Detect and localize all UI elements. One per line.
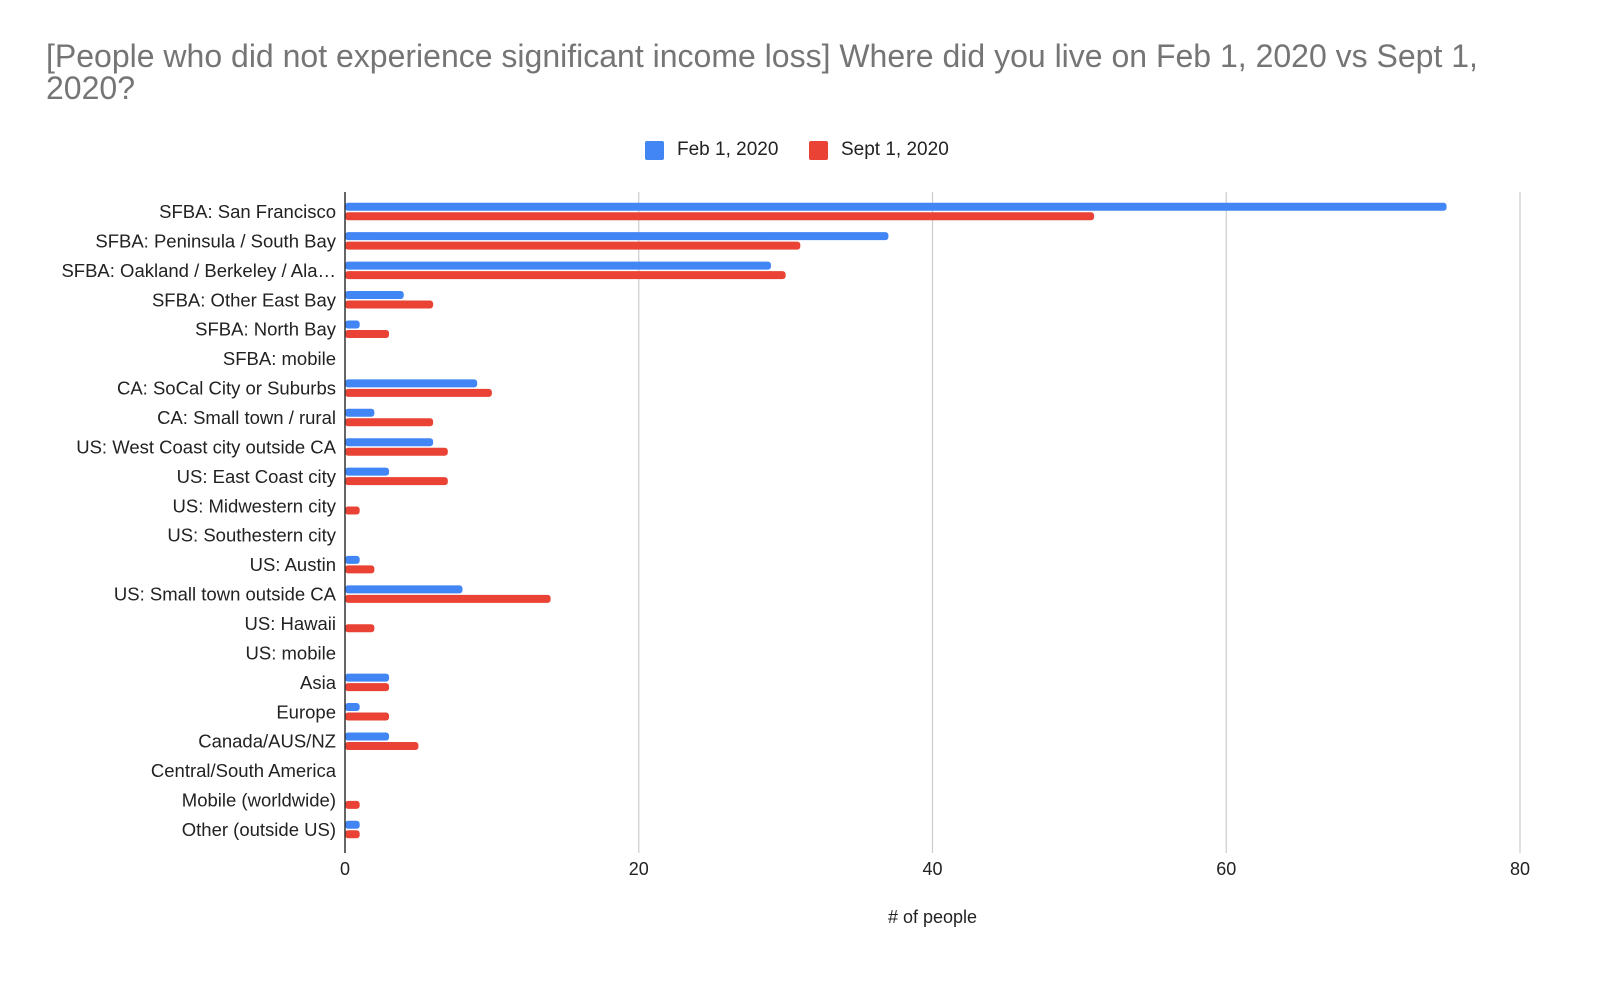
category-label-9: US: East Coast city bbox=[177, 466, 337, 487]
category-label-18: Canada/AUS/NZ bbox=[198, 731, 336, 752]
bar-feb-8 bbox=[345, 438, 434, 447]
bar-feb-21 bbox=[345, 820, 360, 829]
category-label-14: US: Hawaii bbox=[245, 613, 337, 634]
bar-sept-13 bbox=[345, 594, 551, 603]
bar-feb-12 bbox=[345, 555, 360, 564]
category-label-4: SFBA: North Bay bbox=[195, 319, 337, 340]
category-label-19: Central/South America bbox=[151, 760, 337, 781]
x-tick-label-0: 0 bbox=[340, 859, 350, 879]
x-tick-label-60: 60 bbox=[1216, 859, 1236, 879]
bar-sept-6 bbox=[345, 388, 492, 397]
category-label-12: US: Austin bbox=[250, 554, 336, 575]
category-label-17: Europe bbox=[276, 701, 336, 722]
category-label-1: SFBA: Peninsula / South Bay bbox=[95, 230, 336, 251]
x-axis-title: # of people bbox=[888, 907, 977, 927]
bar-sept-21 bbox=[345, 830, 360, 839]
bar-sept-8 bbox=[345, 447, 448, 456]
bar-feb-18 bbox=[345, 732, 390, 741]
bar-sept-12 bbox=[345, 565, 375, 574]
legend-swatch-sept bbox=[809, 141, 828, 160]
bar-feb-1 bbox=[345, 232, 889, 241]
bar-sept-3 bbox=[345, 300, 434, 309]
category-label-11: US: Southestern city bbox=[167, 525, 336, 546]
bar-sept-10 bbox=[345, 506, 360, 515]
category-label-6: CA: SoCal City or Suburbs bbox=[117, 378, 336, 399]
bar-feb-13 bbox=[345, 585, 463, 594]
category-label-15: US: mobile bbox=[246, 642, 336, 663]
x-tick-label-20: 20 bbox=[629, 859, 649, 879]
category-label-8: US: West Coast city outside CA bbox=[76, 436, 336, 457]
category-label-16: Asia bbox=[300, 672, 337, 693]
bar-feb-6 bbox=[345, 379, 478, 388]
bar-sept-2 bbox=[345, 271, 786, 280]
bar-feb-17 bbox=[345, 703, 360, 712]
category-label-20: Mobile (worldwide) bbox=[182, 790, 336, 811]
gridlines bbox=[638, 192, 1521, 853]
bar-sept-20 bbox=[345, 800, 360, 809]
category-label-7: CA: Small town / rural bbox=[157, 407, 336, 428]
x-tick-label-80: 80 bbox=[1510, 859, 1530, 879]
labels: 0 20 40 60 80 SFBA: San Francisco SFBA: Penins… bbox=[61, 201, 1530, 927]
bar-sept-1 bbox=[345, 241, 801, 250]
bar-sept-9 bbox=[345, 477, 448, 486]
bar-sept-0 bbox=[345, 212, 1095, 221]
bar-sept-16 bbox=[345, 683, 390, 692]
legend-label-sept: Sept 1, 2020 bbox=[841, 139, 949, 160]
bar-feb-9 bbox=[345, 467, 390, 476]
category-label-21: Other (outside US) bbox=[182, 819, 336, 840]
category-label-10: US: Midwestern city bbox=[173, 495, 337, 516]
chart-title: [People who did not experience significa… bbox=[46, 38, 1478, 106]
bar-feb-7 bbox=[345, 408, 375, 417]
x-tick-label-40: 40 bbox=[922, 859, 942, 879]
category-label-3: SFBA: Other East Bay bbox=[152, 289, 337, 310]
category-label-5: SFBA: mobile bbox=[223, 348, 336, 369]
bars bbox=[345, 202, 1447, 839]
legend-label-feb: Feb 1, 2020 bbox=[677, 139, 779, 160]
bar-feb-0 bbox=[345, 202, 1447, 211]
bar-feb-2 bbox=[345, 261, 771, 270]
bar-sept-14 bbox=[345, 624, 375, 633]
bar-feb-3 bbox=[345, 291, 404, 300]
bar-sept-18 bbox=[345, 741, 419, 750]
bar-sept-17 bbox=[345, 712, 390, 721]
bar-feb-16 bbox=[345, 673, 390, 682]
legend-swatch-feb bbox=[645, 141, 664, 160]
category-label-0: SFBA: San Francisco bbox=[159, 201, 336, 222]
category-label-2: SFBA: Oakland / Berkeley / Ala… bbox=[61, 260, 336, 281]
category-label-13: US: Small town outside CA bbox=[114, 584, 337, 605]
bar-feb-4 bbox=[345, 320, 360, 329]
bar-sept-7 bbox=[345, 418, 434, 427]
legend: Feb 1, 2020 Sept 1, 2020 bbox=[0, 138, 1600, 162]
bar-sept-4 bbox=[345, 329, 390, 338]
